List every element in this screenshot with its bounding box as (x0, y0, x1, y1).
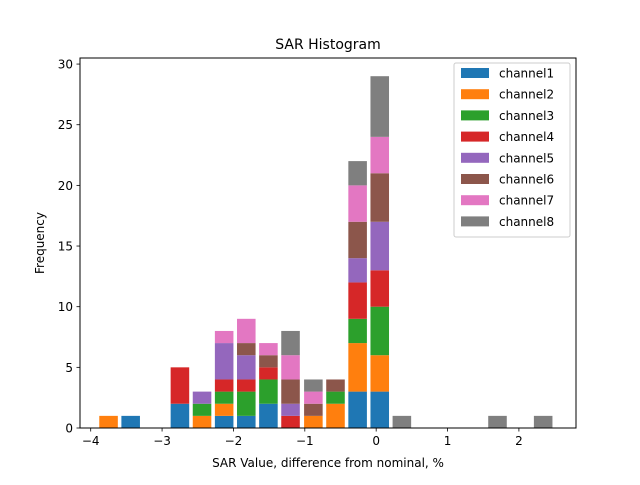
x-tick-label: 0 (372, 434, 380, 448)
legend: channel1 channel2 channel3 channel4 channel5… (453, 62, 571, 238)
legend-label-channel7: channel7 (499, 194, 554, 208)
bar-channel8-bin-8 (304, 379, 323, 392)
y-axis-label: Frequency (33, 212, 47, 274)
bar-channel8-bin-14 (533, 415, 553, 428)
bar-channel4-bin-6 (259, 367, 278, 380)
legend-label-channel3: channel3 (499, 109, 554, 123)
bar-channel6-bin-10 (348, 221, 367, 259)
x-tick-label: −4 (82, 434, 100, 448)
bar-channel2-bin-3 (192, 415, 212, 428)
bar-channel7-bin-6 (259, 343, 278, 356)
y-tick-label: 20 (58, 179, 73, 193)
bar-channel1-bin-11 (370, 391, 390, 428)
x-tick-label: 1 (444, 434, 452, 448)
bar-channel2-bin-10 (348, 343, 367, 392)
bar-channel5-bin-5 (237, 355, 256, 380)
bar-channel4-bin-2 (170, 367, 190, 404)
y-axis-ticks: 0 5 10 15 20 25 30 (58, 58, 80, 436)
bar-channel4-bin-4 (214, 379, 234, 392)
bar-channel3-bin-10 (348, 318, 367, 344)
bar-channel5-bin-11 (370, 221, 390, 271)
legend-label-channel2: channel2 (499, 88, 554, 102)
legend-label-channel4: channel4 (499, 130, 554, 144)
y-tick-label: 30 (58, 58, 73, 72)
legend-swatch-channel6 (461, 174, 489, 184)
bar-channel1-bin-6 (259, 403, 278, 428)
bar-channel1-bin-4 (214, 415, 234, 428)
legend-label-channel8: channel8 (499, 215, 554, 229)
legend-swatch-channel4 (461, 131, 489, 142)
bar-channel1-bin-5 (237, 415, 256, 428)
plot-frame (79, 57, 577, 429)
bar-channel6-bin-7 (281, 379, 300, 404)
bar-channel5-bin-3 (192, 391, 212, 404)
bar-channel3-bin-9 (326, 391, 345, 404)
bar-channel1-bin-2 (170, 403, 190, 428)
x-tick-label: 2 (515, 434, 523, 448)
bar-channel2-bin-9 (326, 403, 345, 428)
bar-channel1-bin-1 (121, 415, 140, 428)
bar-channel3-bin-6 (259, 379, 278, 404)
bar-channel8-bin-10 (348, 161, 367, 186)
y-tick-label: 5 (65, 361, 73, 375)
bar-channel4-bin-5 (237, 379, 256, 392)
legend-swatch-channel5 (461, 152, 489, 163)
bar-channel8-bin-7 (281, 330, 300, 356)
bar-channel7-bin-10 (348, 185, 367, 222)
bar-channel5-bin-10 (348, 258, 367, 283)
x-tick-label: −2 (225, 434, 243, 448)
legend-swatch-channel8 (461, 216, 489, 227)
bar-channel6-bin-6 (259, 355, 278, 368)
bar-channel3-bin-4 (214, 391, 234, 404)
bar-layer (99, 76, 553, 428)
legend-label-channel5: channel5 (499, 151, 554, 165)
legend-swatch-channel1 (461, 68, 489, 78)
chart-title: SAR Histogram (275, 37, 381, 53)
bar-channel2-bin-4 (214, 403, 234, 416)
y-tick-label: 10 (58, 300, 73, 314)
bar-channel3-bin-5 (237, 391, 256, 416)
bar-channel2-bin-11 (370, 355, 390, 392)
y-tick-label: 25 (58, 118, 73, 132)
legend-label-channel1: channel1 (499, 67, 554, 81)
bar-channel6-bin-9 (326, 379, 345, 392)
bar-channel2-bin-8 (304, 415, 323, 428)
bar-channel4-bin-7 (281, 415, 300, 428)
bar-channel6-bin-8 (304, 403, 323, 416)
x-axis-ticks: −4 −3 −2 −1 0 1 2 (82, 428, 523, 448)
legend-swatch-channel2 (461, 89, 489, 100)
bar-channel8-bin-13 (488, 415, 507, 428)
legend-box (453, 62, 571, 238)
legend-swatch-channel7 (461, 195, 489, 206)
bar-channel7-bin-7 (281, 355, 300, 380)
bar-channel6-bin-5 (237, 343, 256, 356)
bar-channel5-bin-7 (281, 403, 300, 416)
x-tick-label: −1 (296, 434, 314, 448)
y-tick-label: 0 (65, 422, 73, 436)
bar-channel4-bin-11 (370, 270, 390, 307)
bar-channel3-bin-3 (192, 403, 212, 416)
legend-label-channel6: channel6 (499, 173, 554, 187)
y-tick-label: 15 (58, 240, 73, 254)
bar-channel7-bin-8 (304, 391, 323, 404)
x-tick-label: −3 (153, 434, 171, 448)
bar-channel6-bin-11 (370, 173, 390, 222)
bar-channel7-bin-4 (214, 330, 234, 344)
bar-channel1-bin-10 (348, 391, 367, 428)
bar-channel8-bin-12 (392, 415, 412, 428)
legend-swatch-channel3 (461, 110, 489, 121)
bar-channel3-bin-11 (370, 306, 390, 356)
bar-channel7-bin-11 (370, 136, 390, 174)
bar-channel8-bin-11 (370, 76, 390, 137)
bar-channel5-bin-4 (214, 343, 234, 380)
bar-channel4-bin-10 (348, 282, 367, 319)
bar-channel7-bin-5 (237, 318, 256, 344)
x-axis-label: SAR Value, difference from nominal, % (212, 456, 444, 470)
bar-channel2-bin-0 (99, 415, 118, 428)
